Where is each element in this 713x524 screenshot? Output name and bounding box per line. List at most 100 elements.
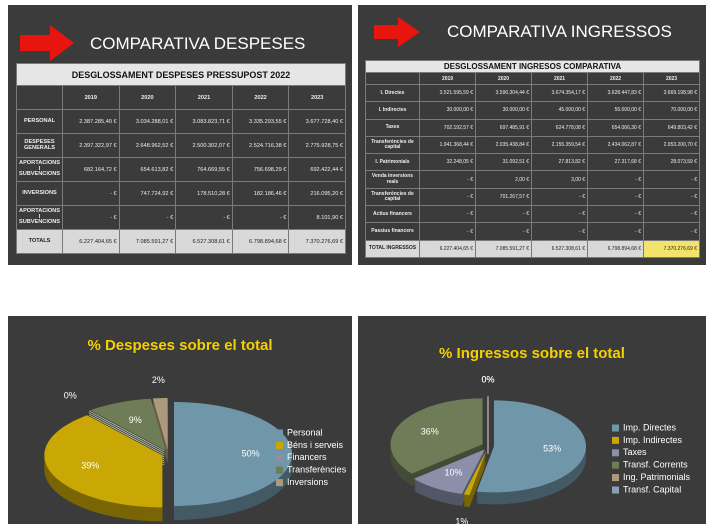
cell: 6.798.894,68 € — [231, 229, 290, 254]
cell: 3.669.198,98 € — [643, 83, 700, 103]
pie-chart: % Despeses sobre el total 50% 39% 0% 9% 2% Per… — [8, 316, 352, 524]
cell: 7.370.276,69 € — [643, 239, 700, 258]
column-header: 2019 — [419, 72, 476, 85]
cell: 30.000,00 € — [475, 101, 532, 120]
table-title: DESGLOSSAMENT INGRESOS COMPARATIVA — [365, 60, 700, 73]
cell: 2.775.928,75 € — [288, 133, 346, 158]
row-label: APORTACIONS I SUBVENCIONS — [16, 157, 63, 182]
cell: - € — [643, 222, 700, 241]
cell: 178.510,28 € — [175, 181, 233, 206]
row-label: Taxes — [365, 118, 420, 137]
table-row: Venda inversions reals - €2,00 €3,00 € - €… — [365, 170, 700, 189]
corner-cell — [365, 72, 420, 85]
legend-swatch — [612, 436, 619, 444]
value-label: 0% — [481, 375, 494, 385]
cell: - € — [587, 222, 644, 241]
cell: - € — [419, 205, 476, 224]
legend-label: Transferències — [287, 465, 347, 475]
column-header: 2019 — [62, 85, 120, 110]
cell: 702.192,57 € — [419, 118, 476, 137]
cell: - € — [62, 181, 120, 206]
cell: 654.613,82 € — [118, 157, 177, 182]
slice — [44, 415, 163, 508]
cell: 3.590.304,44 € — [475, 83, 532, 103]
cell: - € — [531, 222, 588, 241]
table-row: Passius financers - € - € - € - € - € — [365, 222, 700, 241]
table-row: APORTACIONS I SUBVENCIONS 682.164,72 €654… — [16, 157, 346, 182]
table-row: TOTAL INGRESSOS 6.227.404,65 €7.085.591,2… — [365, 239, 700, 258]
cell: 70.000,00 € — [643, 101, 700, 120]
cell: - € — [587, 170, 644, 189]
value-label: 10% — [444, 468, 462, 478]
row-label: TOTALS — [16, 229, 63, 254]
cell: - € — [475, 205, 532, 224]
cell: 2,00 € — [475, 170, 532, 189]
cell: - € — [643, 205, 700, 224]
row-label: I. Patrimonials — [365, 153, 420, 172]
column-header: 2023 — [643, 72, 700, 85]
cell: 3.083.823,71 € — [175, 109, 233, 134]
title-row: DESGLOSSAMENT INGRESOS COMPARATIVA — [365, 60, 700, 73]
cell: 45.000,00 € — [531, 101, 588, 120]
cell: 7.085.591,27 € — [118, 229, 177, 254]
column-header: 2022 — [231, 85, 290, 110]
cell: 3.335.293,55 € — [231, 109, 290, 134]
cell: - € — [643, 170, 700, 189]
cell: 7.370.276,69 € — [288, 229, 346, 254]
cell: 2.035.438,84 € — [475, 135, 532, 155]
slide: COMPARATIVA INGRESSOS DESGLOSSAMENT INGR… — [358, 5, 706, 265]
table-row: TOTALS 6.227.404,65 €7.085.591,27 €6.527.… — [16, 229, 346, 254]
cell: 764.669,55 € — [175, 157, 233, 182]
cell: 654.066,30 € — [587, 118, 644, 137]
legend-swatch — [276, 441, 283, 449]
cell: 27.317,68 € — [587, 153, 644, 172]
chart-title: % Despeses sobre el total — [87, 337, 272, 354]
row-label: Transferències de capital — [365, 135, 420, 155]
legend-swatch — [276, 429, 283, 437]
legend-swatch — [612, 424, 619, 432]
table-row: APORTACIONS I SUBVENCIONS - € - € - € - €8.1… — [16, 205, 346, 230]
legend-label: Imp. Indirectes — [623, 435, 683, 445]
cell: 30.000,00 € — [419, 101, 476, 120]
title-row: DESGLOSSAMENT DESPESES PRESSUPOST 2022 — [16, 63, 346, 86]
legend-swatch — [612, 461, 619, 469]
slide: COMPARATIVA DESPESES DESGLOSSAMENT DESPE… — [8, 5, 352, 265]
table-title: DESGLOSSAMENT DESPESES PRESSUPOST 2022 — [16, 63, 346, 86]
cell: 747.724,92 € — [118, 181, 177, 206]
table-row: PERSONAL 2.387.285,40 €3.034.288,01 €3.08… — [16, 109, 346, 134]
cell: - € — [475, 222, 532, 241]
legend-label: Financers — [287, 452, 327, 462]
arrow — [374, 17, 420, 47]
cell: 697.485,91 € — [475, 118, 532, 137]
cell: 6.227.404,65 € — [62, 229, 120, 254]
cell: 3.628.447,83 € — [587, 83, 644, 103]
value-label: 50% — [242, 448, 260, 458]
cell: - € — [231, 205, 290, 230]
cell: 6.798.894,68 € — [587, 239, 644, 258]
column-header: 2023 — [288, 85, 346, 110]
row-label: I. Directes — [365, 83, 420, 103]
legend-label: Personal — [287, 427, 323, 437]
cell: 31.092,51 € — [475, 153, 532, 172]
legend-label: Transf. Corrents — [623, 460, 688, 470]
cell: 2.500.302,07 € — [175, 133, 233, 158]
cell: 27.813,82 € — [531, 153, 588, 172]
slice — [90, 398, 166, 451]
slice — [174, 402, 292, 506]
legend-label: Ing. Patrimonials — [623, 472, 691, 482]
cell: 756.698,29 € — [231, 157, 290, 182]
column-header: 2020 — [475, 72, 532, 85]
table-row: Actius financers - € - € - € - € - € — [365, 205, 700, 224]
cell: - € — [587, 187, 644, 207]
row-label: INVERSIONS — [16, 181, 63, 206]
year-row: 2019 2020 2021 2022 2023 — [16, 85, 346, 110]
cell: 3,00 € — [531, 170, 588, 189]
cell: - € — [118, 205, 177, 230]
value-label: 1% — [455, 517, 468, 524]
legend-label: Béns i serveis — [287, 440, 344, 450]
cell: 2.648.962,52 € — [118, 133, 177, 158]
value-label: 0% — [481, 375, 494, 385]
slice — [413, 449, 485, 494]
row-label: APORTACIONS I SUBVENCIONS — [16, 205, 63, 230]
cell: 1.941.368,44 € — [419, 135, 476, 155]
